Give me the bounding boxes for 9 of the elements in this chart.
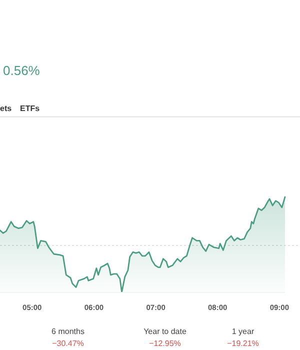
text: ETFs (20, 104, 40, 113)
chart-title: 0.56% (3, 63, 40, 78)
text: 6 months (52, 327, 84, 336)
text: Year to date (144, 327, 187, 336)
text: 1 year (232, 327, 254, 336)
text: −30.47% (52, 339, 84, 348)
text: −12.95% (149, 339, 181, 348)
text: −19.21% (227, 339, 259, 348)
text: ets (0, 104, 12, 113)
